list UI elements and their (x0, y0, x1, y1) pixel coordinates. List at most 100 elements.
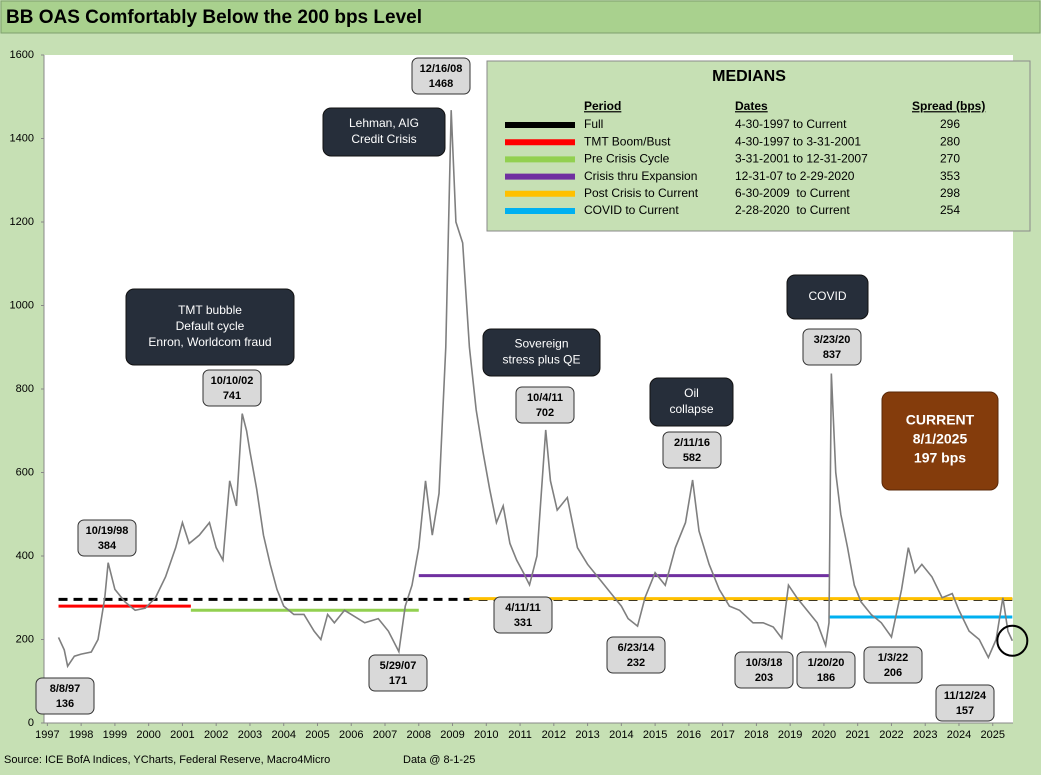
title-bar (0, 0, 1041, 34)
callout-box (202, 369, 262, 407)
x-tick-label: 2021 (845, 729, 869, 741)
note-text: stress plus QE (502, 353, 580, 367)
x-tick-label: 2022 (879, 729, 903, 741)
x-tick-label: 2019 (778, 729, 802, 741)
medians-period: Post Crisis to Current (584, 186, 699, 200)
medians-period: Crisis thru Expansion (584, 169, 697, 183)
medians-spread: 280 (940, 134, 960, 148)
medians-title: MEDIANS (712, 68, 786, 85)
source: Source: ICE BofA Indices, YCharts, Feder… (4, 754, 330, 766)
callout-box (935, 684, 995, 722)
note-box (786, 274, 869, 320)
x-tick-label: 2006 (339, 729, 363, 741)
callout-value: 702 (536, 407, 554, 419)
note-box (482, 328, 601, 377)
callout-date: 2/11/16 (674, 437, 710, 449)
callout-box (368, 654, 428, 692)
medians-header: Dates (735, 99, 768, 113)
current-text: CURRENT (906, 412, 975, 428)
callout-box (515, 386, 575, 424)
current-text: 8/1/2025 (913, 431, 968, 447)
x-tick-label: 2002 (204, 729, 228, 741)
callout-value: 203 (755, 672, 773, 684)
y-tick-label: 0 (28, 717, 34, 729)
medians-box (486, 60, 1031, 232)
callout-value: 171 (389, 675, 407, 687)
chart-title: BB OAS Comfortably Below the 200 bps Lev… (6, 7, 422, 28)
medians-period: COVID to Current (584, 203, 679, 217)
x-tick-label: 2005 (305, 729, 329, 741)
note-box (649, 377, 734, 427)
x-tick-label: 2009 (440, 729, 464, 741)
medians-header: Period (584, 99, 621, 113)
callout-box (734, 651, 794, 689)
callout-box (863, 646, 923, 684)
x-tick-label: 2014 (609, 729, 633, 741)
x-tick-label: 2017 (710, 729, 734, 741)
x-tick-label: 2012 (542, 729, 566, 741)
callout-value: 186 (817, 672, 835, 684)
medians-spread: 353 (940, 169, 960, 183)
x-tick-label: 1999 (103, 729, 127, 741)
x-tick-label: 2018 (744, 729, 768, 741)
note-text: Credit Crisis (351, 132, 416, 146)
y-tick-label: 1600 (10, 49, 34, 61)
y-tick-label: 1200 (10, 216, 34, 228)
medians-dates: 12-31-07 to 2-29-2020 (735, 169, 855, 183)
callout-value: 232 (627, 657, 645, 669)
callout-date: 1/20/20 (808, 657, 845, 669)
callout-box (411, 57, 471, 95)
note-text: Enron, Worldcom fraud (148, 335, 271, 349)
x-tick-label: 2024 (947, 729, 971, 741)
note-text: COVID (808, 289, 846, 303)
note-box (322, 107, 446, 157)
x-tick-label: 2013 (575, 729, 599, 741)
note-text: Oil (684, 386, 699, 400)
callout-value: 384 (98, 540, 117, 552)
note-text: TMT bubble (178, 303, 242, 317)
callout-box (796, 651, 856, 689)
callout-date: 8/8/97 (50, 683, 81, 695)
medians-dates: 4-30-1997 to Current (735, 117, 847, 131)
current-marker (996, 624, 1029, 657)
callout-box (35, 677, 95, 715)
medians-spread: 254 (940, 203, 960, 217)
y-tick-label: 1000 (10, 299, 34, 311)
y-tick-label: 600 (16, 466, 34, 478)
x-tick-label: 2004 (271, 729, 295, 741)
callout-box (662, 431, 722, 469)
medians-dates: 4-30-1997 to 3-31-2001 (735, 134, 861, 148)
x-tick-label: 2016 (677, 729, 701, 741)
callout-value: 206 (884, 667, 902, 679)
medians-dates: 6-30-2009 to Current (735, 186, 850, 200)
note-box (125, 288, 295, 366)
x-tick-label: 2008 (407, 729, 431, 741)
callout-date: 6/23/14 (618, 642, 656, 654)
series-line (57, 110, 1014, 669)
callout-date: 1/3/22 (878, 652, 909, 664)
medians-period: Pre Crisis Cycle (584, 152, 670, 166)
callout-date: 10/10/02 (211, 375, 254, 387)
x-tick-label: 2020 (812, 729, 836, 741)
note-text: Default cycle (176, 319, 245, 333)
medians-spread: 298 (940, 186, 960, 200)
medians-dates: 2-28-2020 to Current (735, 203, 850, 217)
callout-box (493, 596, 553, 634)
callout-date: 4/11/11 (505, 602, 541, 614)
x-tick-label: 2023 (913, 729, 937, 741)
medians-header: Spread (bps) (912, 99, 985, 113)
note-text: Lehman, AIG (349, 116, 419, 130)
x-tick-label: 1998 (69, 729, 93, 741)
x-tick-label: 2000 (136, 729, 160, 741)
note-text: Sovereign (514, 337, 568, 351)
x-tick-label: 2007 (373, 729, 397, 741)
x-tick-label: 2001 (170, 729, 194, 741)
callout-value: 741 (223, 390, 241, 402)
x-tick-label: 2025 (981, 729, 1005, 741)
callout-box (77, 519, 137, 557)
medians-dates: 3-31-2001 to 12-31-2007 (735, 152, 868, 166)
callout-value: 331 (514, 617, 532, 629)
callout-box (606, 636, 666, 674)
x-tick-label: 2015 (643, 729, 667, 741)
